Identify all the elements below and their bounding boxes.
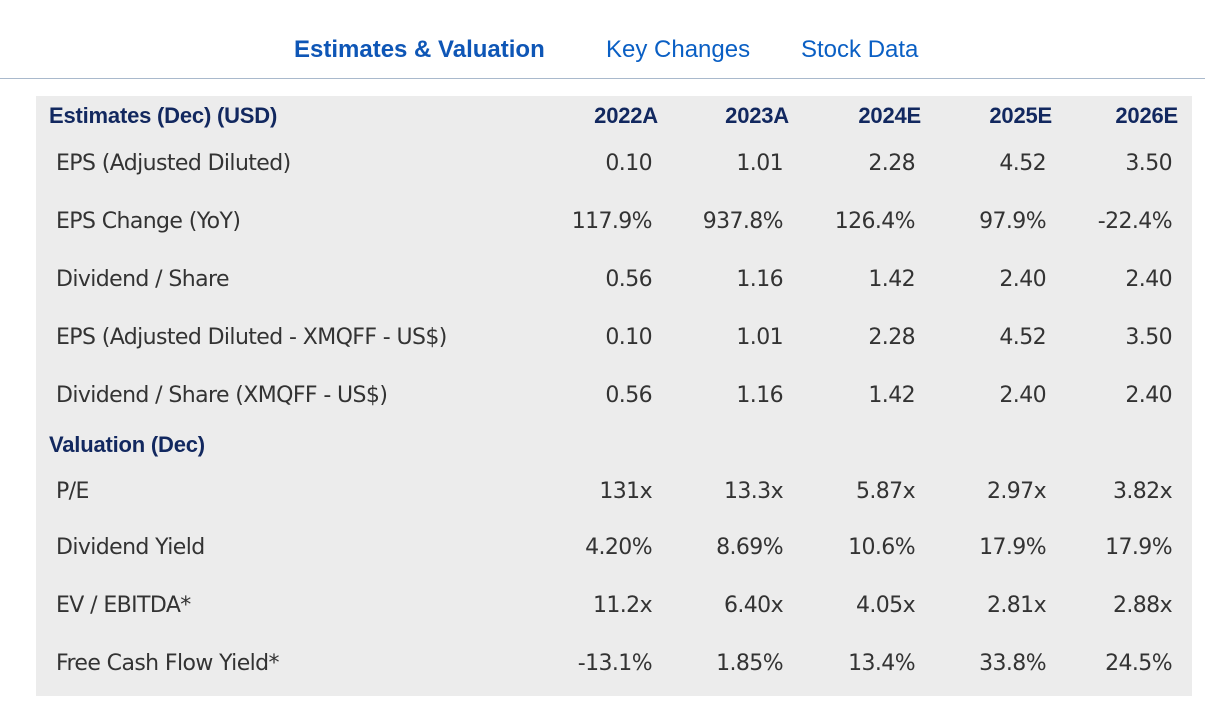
table-row: P/E 131x 13.3x 5.87x 2.97x 3.82x bbox=[36, 472, 1192, 512]
table-cell: 1.16 bbox=[736, 267, 783, 292]
table-cell: 13.3x bbox=[723, 479, 784, 504]
year-header: 2023A bbox=[725, 103, 789, 128]
table-cell: 2.97x bbox=[986, 479, 1047, 504]
row-label: EV / EBITDA* bbox=[56, 593, 191, 618]
table-row: EPS Change (YoY) 117.9% 937.8% 126.4% 97… bbox=[36, 202, 1192, 242]
year-header: 2025E bbox=[989, 103, 1052, 128]
table-cell: 1.42 bbox=[868, 267, 915, 292]
table-cell: 1.01 bbox=[736, 151, 783, 176]
table-cell: 2.40 bbox=[1125, 267, 1172, 292]
table-row: Dividend / Share (XMQFF - US$) 0.56 1.16… bbox=[36, 376, 1192, 416]
row-label: Dividend / Share bbox=[56, 267, 229, 292]
table-cell: 3.50 bbox=[1125, 151, 1172, 176]
tab-stock-data[interactable]: Stock Data bbox=[801, 36, 919, 63]
table-cell: 2.28 bbox=[868, 151, 915, 176]
table-row: EPS (Adjusted Diluted) 0.10 1.01 2.28 4.… bbox=[36, 144, 1192, 184]
table-cell: 2.40 bbox=[1125, 383, 1172, 408]
row-label: Dividend / Share (XMQFF - US$) bbox=[56, 383, 388, 408]
tab-bar: Estimates & Valuation Key Changes Stock … bbox=[0, 0, 1205, 79]
row-label: EPS (Adjusted Diluted) bbox=[56, 151, 291, 176]
tab-estimates-valuation[interactable]: Estimates & Valuation bbox=[294, 36, 545, 63]
row-label: P/E bbox=[56, 479, 89, 504]
table-cell: 2.81x bbox=[986, 593, 1047, 618]
table-cell: 0.56 bbox=[605, 267, 652, 292]
table-cell: 17.9% bbox=[1105, 535, 1172, 560]
table-cell: 4.05x bbox=[855, 593, 916, 618]
table-cell: 2.88x bbox=[1112, 593, 1173, 618]
table-cell: 0.56 bbox=[605, 383, 652, 408]
table-row: Dividend / Share 0.56 1.16 1.42 2.40 2.4… bbox=[36, 260, 1192, 300]
table-cell: 1.01 bbox=[736, 325, 783, 350]
table-cell: 97.9% bbox=[979, 209, 1046, 234]
table-cell: 4.52 bbox=[999, 325, 1046, 350]
table-cell: 1.85% bbox=[716, 651, 783, 676]
table-cell: -22.4% bbox=[1097, 209, 1173, 234]
table-cell: 5.87x bbox=[855, 479, 916, 504]
estimates-header-row: Estimates (Dec) (USD) 2022A 2023A 2024E … bbox=[36, 96, 1192, 136]
tab-key-changes[interactable]: Key Changes bbox=[606, 36, 751, 63]
row-label: EPS Change (YoY) bbox=[56, 209, 241, 234]
table-cell: 13.4% bbox=[848, 651, 915, 676]
table-cell: 24.5% bbox=[1105, 651, 1172, 676]
table-cell: 117.9% bbox=[571, 209, 653, 234]
table-row: Free Cash Flow Yield* -13.1% 1.85% 13.4%… bbox=[36, 644, 1192, 684]
row-label: Free Cash Flow Yield* bbox=[56, 651, 280, 676]
table-cell: 4.20% bbox=[585, 535, 652, 560]
table-cell: 0.10 bbox=[605, 325, 652, 350]
table-cell: 3.82x bbox=[1112, 479, 1173, 504]
table-cell: 33.8% bbox=[979, 651, 1046, 676]
table-cell: 1.42 bbox=[868, 383, 915, 408]
table-cell: 4.52 bbox=[999, 151, 1046, 176]
table-row: EPS (Adjusted Diluted - XMQFF - US$) 0.1… bbox=[36, 318, 1192, 358]
table-cell: 2.28 bbox=[868, 325, 915, 350]
table-cell: 2.40 bbox=[999, 383, 1046, 408]
table-cell: 3.50 bbox=[1125, 325, 1172, 350]
valuation-section-title: Valuation (Dec) bbox=[49, 432, 205, 457]
table-cell: 1.16 bbox=[736, 383, 783, 408]
table-row: EV / EBITDA* 11.2x 6.40x 4.05x 2.81x 2.8… bbox=[36, 586, 1192, 626]
row-label: EPS (Adjusted Diluted - XMQFF - US$) bbox=[56, 325, 447, 350]
estimates-section-title: Estimates (Dec) (USD) bbox=[49, 103, 278, 128]
table-cell: 131x bbox=[599, 479, 652, 504]
table-cell: 8.69% bbox=[716, 535, 783, 560]
table-cell: 2.40 bbox=[999, 267, 1046, 292]
year-header: 2026E bbox=[1115, 103, 1178, 128]
table-cell: 17.9% bbox=[979, 535, 1046, 560]
table-cell: 6.40x bbox=[723, 593, 784, 618]
row-label: Dividend Yield bbox=[56, 535, 205, 560]
valuation-header-row: Valuation (Dec) bbox=[36, 425, 1192, 465]
table-row: Dividend Yield 4.20% 8.69% 10.6% 17.9% 1… bbox=[36, 528, 1192, 568]
estimates-valuation-table: Estimates (Dec) (USD) 2022A 2023A 2024E … bbox=[36, 96, 1192, 696]
table-cell: 10.6% bbox=[848, 535, 915, 560]
table-cell: 0.10 bbox=[605, 151, 652, 176]
year-header: 2022A bbox=[594, 103, 658, 128]
year-header: 2024E bbox=[858, 103, 921, 128]
table-cell: 937.8% bbox=[702, 209, 784, 234]
table-cell: -13.1% bbox=[577, 651, 653, 676]
table-cell: 11.2x bbox=[592, 593, 653, 618]
table-cell: 126.4% bbox=[834, 209, 916, 234]
